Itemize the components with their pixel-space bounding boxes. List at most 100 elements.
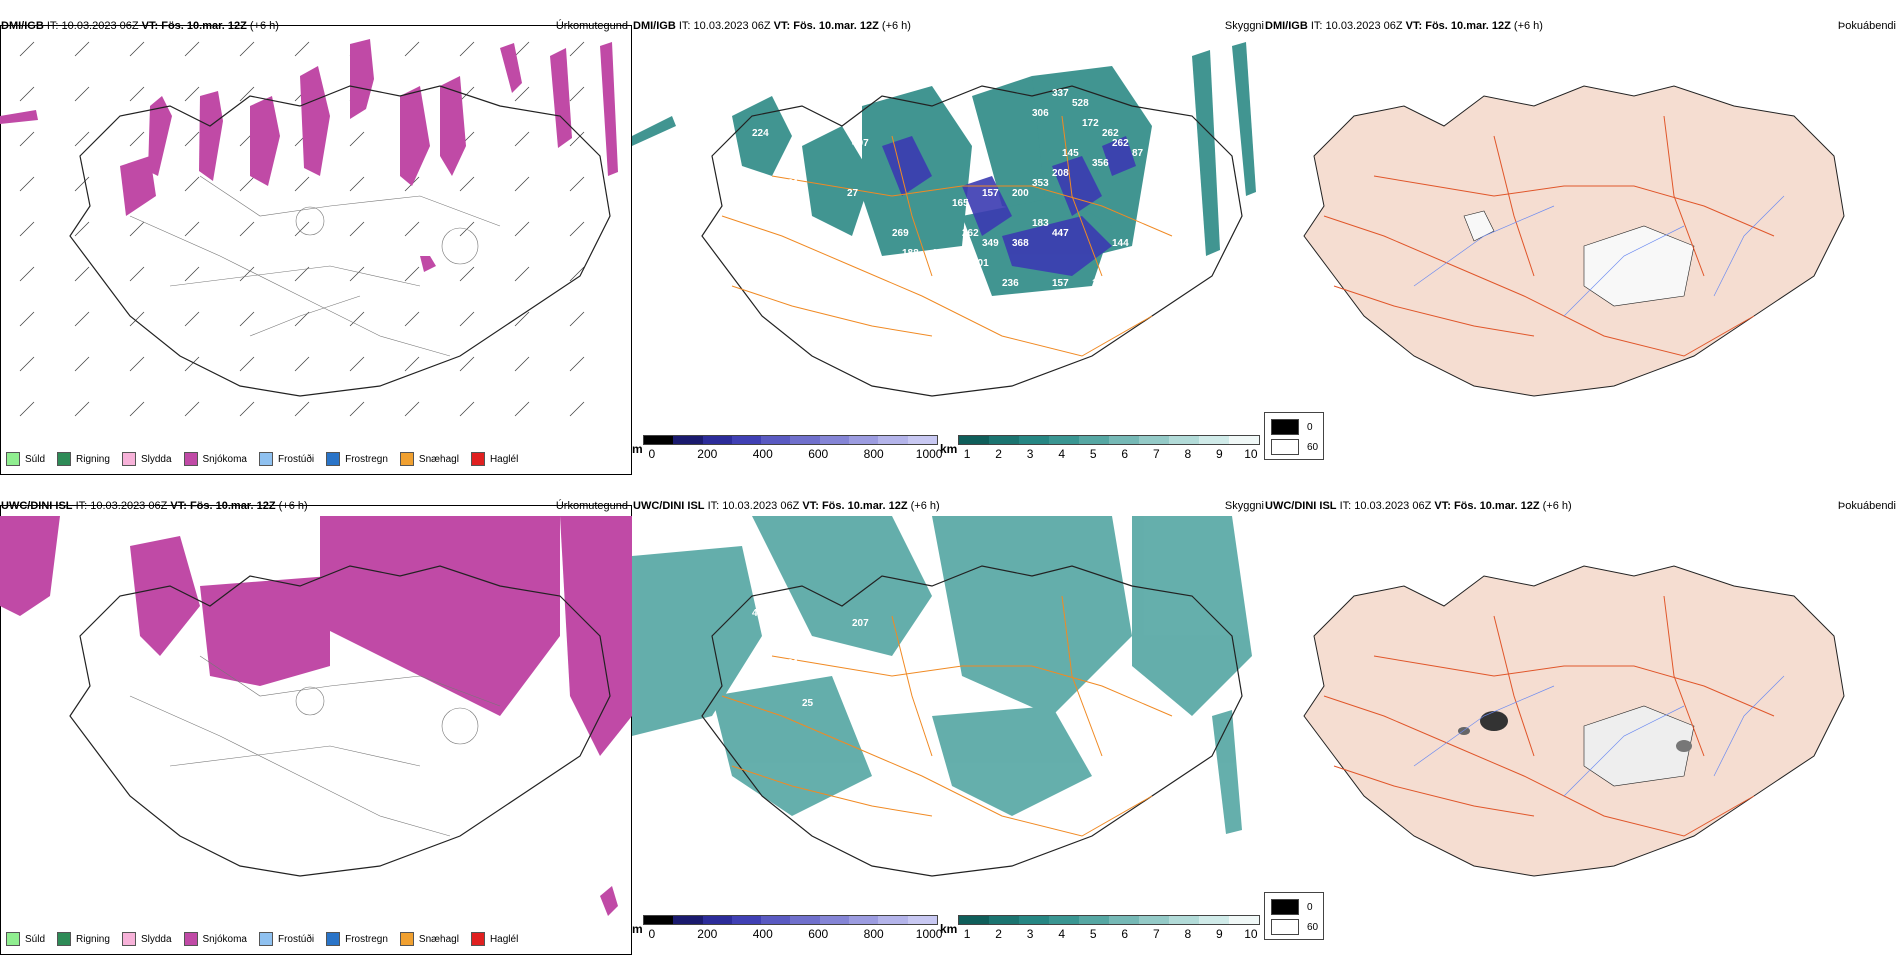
ceiling-value-label: 262 bbox=[1102, 128, 1119, 139]
wind-barb bbox=[129, 266, 145, 282]
colorbar-tick-label: 0 bbox=[648, 927, 656, 941]
wind-barb bbox=[184, 266, 200, 282]
wind-barb bbox=[184, 311, 200, 327]
colorbar-segment bbox=[1079, 916, 1109, 924]
legend-item: Súld bbox=[6, 932, 45, 946]
colorbar-tick-label: 4 bbox=[1058, 447, 1066, 461]
wind-barb bbox=[294, 221, 310, 237]
colorbar-segment bbox=[989, 436, 1019, 444]
wind-barb bbox=[74, 221, 90, 237]
colorbar-tick-label: 400 bbox=[752, 927, 773, 941]
colorbar-tick-label: 2 bbox=[995, 927, 1002, 941]
ceiling-colorbar-strip bbox=[643, 915, 938, 925]
colorbar-segment bbox=[1229, 436, 1259, 444]
wind-barb bbox=[19, 86, 35, 102]
colorbar-segment bbox=[1139, 436, 1169, 444]
legend-item: Frostúði bbox=[258, 932, 314, 946]
wind-barb bbox=[349, 176, 365, 192]
ceiling-colorbar: 0 200 400 600 800 1000 bbox=[643, 915, 942, 943]
legend-item: Rigning bbox=[57, 452, 110, 466]
legend-label: Snæhagl bbox=[418, 933, 459, 945]
colorbar-tick-label: 800 bbox=[863, 447, 884, 461]
wind-barb bbox=[349, 131, 365, 147]
ceiling-value-label: 3 bbox=[1192, 188, 1198, 199]
ceiling-value-label: 27 bbox=[847, 188, 859, 199]
legend-swatch bbox=[470, 452, 485, 466]
panel-header: DMI/IGB IT: 10.03.2023 06Z VT: Fös. 10.m… bbox=[1, 20, 279, 32]
wind-barb bbox=[239, 176, 255, 192]
wind-barb bbox=[514, 176, 530, 192]
panel-header: DMI/IGB IT: 10.03.2023 06Z VT: Fös. 10.m… bbox=[1265, 20, 1543, 32]
wind-barb bbox=[514, 401, 530, 417]
colorbar-segment bbox=[731, 436, 762, 444]
ceiling-colorbar: 0 200 400 600 800 1000 bbox=[643, 435, 942, 463]
wind-barb bbox=[404, 356, 420, 372]
legend-label: Frostúði bbox=[277, 453, 315, 465]
visibility-colorbar-labels: 1 2 3 4 5 6 7 8 9 10 bbox=[958, 925, 1260, 941]
ceiling-map: 484 207 491 25 bbox=[632, 516, 1264, 954]
wind-barb bbox=[129, 41, 145, 57]
vis-unit: km bbox=[940, 922, 958, 936]
ceiling-value-label: 201 bbox=[972, 258, 989, 269]
wind-barb bbox=[184, 86, 200, 102]
legend-swatch bbox=[470, 932, 485, 946]
wind-barb bbox=[569, 86, 585, 102]
wind-barb bbox=[404, 41, 420, 57]
wind-barb bbox=[19, 176, 35, 192]
colorbar-segment bbox=[1019, 916, 1049, 924]
legend-item: Rigning bbox=[57, 932, 110, 946]
colorbar-tick-label: 6 bbox=[1121, 447, 1129, 461]
wind-barb bbox=[184, 176, 200, 192]
ceiling-unit: m bbox=[632, 922, 643, 936]
panel-header: UWC/DINI ISL IT: 10.03.2023 06Z VT: Fös.… bbox=[1265, 500, 1572, 512]
colorbar-segment bbox=[849, 916, 879, 924]
colorbar-segment bbox=[907, 436, 937, 444]
legend-label: Súld bbox=[25, 933, 46, 945]
ceiling-value-label: 290 bbox=[1162, 198, 1179, 209]
ceiling-value-label: 132 bbox=[1092, 278, 1109, 289]
precip-panel-row2: UWC/DINI ISL IT: 10.03.2023 06Z VT: Fös.… bbox=[0, 490, 632, 958]
ceiling-panel-row2: UWC/DINI ISL IT: 10.03.2023 06Z VT: Fös.… bbox=[632, 490, 1264, 958]
ceiling-value-label: 25 bbox=[802, 698, 814, 709]
colorbar-tick-label: 600 bbox=[808, 447, 829, 461]
wind-barb bbox=[19, 41, 35, 57]
precip-legend: Súld Rigning Slydda Snjókoma Frostúði Frostre… bbox=[6, 932, 518, 946]
colorbar-segment bbox=[790, 436, 820, 444]
ceiling-value-label: 188 bbox=[902, 248, 919, 259]
wind-barb bbox=[459, 266, 475, 282]
wind-barb bbox=[129, 221, 145, 237]
vis-unit: km bbox=[940, 442, 958, 456]
wind-barb bbox=[404, 401, 420, 417]
colorbar-tick-label: 200 bbox=[697, 927, 718, 941]
wind-barb bbox=[74, 86, 90, 102]
legend-item: Frostúði bbox=[258, 452, 315, 466]
ceiling-value-label: 262 bbox=[1112, 138, 1129, 149]
ceiling-value-label: 183 bbox=[1032, 218, 1049, 229]
ceiling-value-label: 561 bbox=[782, 178, 799, 189]
wind-barb bbox=[569, 266, 585, 282]
ceiling-value-label: 356 bbox=[1092, 158, 1109, 169]
colorbar-segment bbox=[1049, 916, 1079, 924]
ceiling-value-label: 528 bbox=[1072, 98, 1089, 109]
wind-barb bbox=[514, 356, 530, 372]
ceiling-panel-row1: DMI/IGB IT: 10.03.2023 06Z VT: Fös. 10.m… bbox=[632, 10, 1264, 478]
visibility-colorbar-strip bbox=[958, 435, 1260, 445]
ceiling-value-label: 368 bbox=[1012, 238, 1029, 249]
colorbar-segment bbox=[959, 916, 989, 924]
ceiling-value-label: 203 bbox=[1122, 258, 1139, 269]
wind-barb bbox=[349, 311, 365, 327]
wind-barb bbox=[294, 176, 310, 192]
ceiling-value-label: 145 bbox=[932, 248, 949, 259]
legend-swatch bbox=[326, 932, 341, 946]
wind-barb bbox=[349, 221, 365, 237]
wind-barb bbox=[294, 41, 310, 57]
legend-label: Rigning bbox=[76, 933, 110, 945]
wind-barb bbox=[294, 311, 310, 327]
colorbar-tick-label: 7 bbox=[1152, 927, 1160, 941]
legend-label: Slydda bbox=[140, 933, 172, 945]
colorbar-tick-label: 8 bbox=[1184, 447, 1192, 461]
legend-swatch bbox=[121, 452, 136, 466]
legend-label: Snæhagl bbox=[418, 453, 459, 465]
ceiling-value-label: 349 bbox=[982, 238, 999, 249]
panel-header: DMI/IGB IT: 10.03.2023 06Z VT: Fös. 10.m… bbox=[633, 20, 911, 32]
